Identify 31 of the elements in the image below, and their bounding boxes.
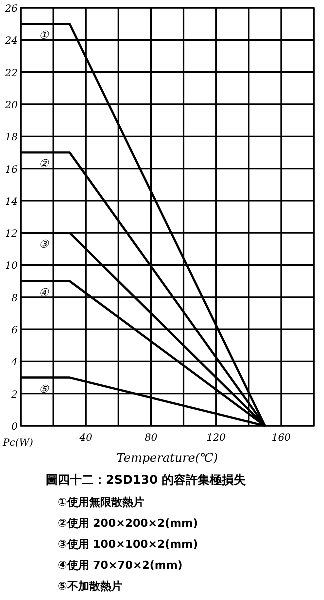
y-tick-label: 12: [5, 229, 18, 240]
text: ⑤不加散熱片: [58, 580, 122, 593]
series-label: ①: [39, 29, 50, 42]
text: ①使用無限散熱片: [58, 496, 144, 509]
y-tick-label: 20: [4, 100, 19, 112]
text: 圖四十二：2SD130 的容許集極損失: [46, 473, 248, 487]
y-tick-label: 24: [4, 36, 18, 48]
y-tick-label: 16: [5, 164, 19, 176]
text: ②使用 200×200×2(mm): [58, 517, 198, 530]
y-tick-label: 4: [10, 358, 18, 369]
y-tick-label: 8: [12, 293, 18, 304]
y-tick-label: 26: [4, 4, 19, 15]
series-label: ②: [39, 158, 50, 171]
y-tick-label: 18: [5, 132, 18, 144]
series-label: ③: [39, 238, 50, 252]
x-axis-title: Temperature(℃): [116, 451, 219, 465]
y-tick-label: 6: [12, 326, 19, 337]
y-tick-label: 22: [4, 68, 18, 80]
y-tick-label: 2: [10, 390, 18, 401]
y-axis-title: Pc(W): [2, 438, 34, 449]
x-tick-label: 80: [144, 433, 158, 444]
y-tick-label: 10: [5, 261, 19, 272]
x-tick-label: 160: [272, 433, 292, 444]
x-tick-label: 120: [206, 433, 227, 444]
y-tick-label: 14: [5, 196, 18, 208]
text: ③使用 100×100×2(mm): [58, 538, 198, 551]
series-label: ④: [39, 286, 50, 300]
y-tick-label: 0: [12, 422, 19, 433]
x-tick-label: 40: [78, 433, 94, 444]
text: ④使用 70×70×2(mm): [58, 559, 183, 572]
series-label: ⑤: [39, 382, 50, 396]
